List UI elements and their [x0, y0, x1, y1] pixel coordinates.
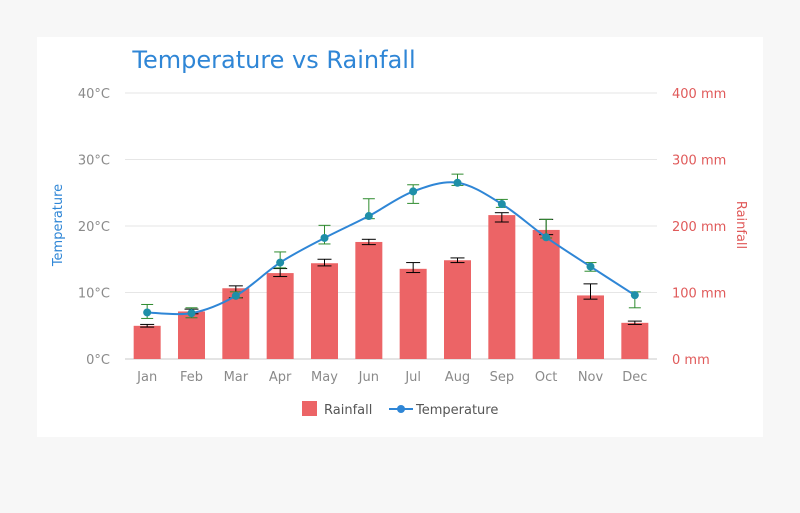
grid-lines: [125, 92, 657, 360]
rainfall-bar: [311, 263, 338, 359]
rainfall-bar: [399, 268, 427, 359]
category-label: Nov: [578, 370, 604, 385]
temperature-point: [320, 233, 329, 242]
category-label: May: [311, 370, 338, 385]
temperature-point: [231, 291, 240, 300]
temperature-point: [143, 308, 152, 317]
category-label: Apr: [269, 370, 292, 385]
rainfall-bar: [133, 325, 161, 359]
temperature-point: [586, 262, 595, 271]
rainfall-bar: [577, 295, 604, 359]
rainfall-bar: [488, 215, 516, 359]
category-label: Jan: [136, 370, 157, 385]
rainfall-bar: [532, 229, 560, 359]
rainfall-bars: [133, 215, 649, 359]
category-label: Jun: [358, 370, 379, 385]
category-label: Mar: [224, 370, 249, 385]
temperature-point: [276, 258, 285, 267]
rainfall-bar: [266, 273, 294, 359]
legend-item-rainfall[interactable]: Rainfall: [302, 401, 372, 418]
legend-rainfall-label: Rainfall: [324, 403, 372, 418]
temperature-points: [143, 178, 639, 318]
chart-svg: Temperature vs Rainfall 0°C 10°C 20°C 30°C 4…: [51, 46, 748, 418]
left-axis: 0°C 10°C 20°C 30°C 40°C: [78, 87, 110, 368]
rainfall-bar: [355, 241, 383, 359]
category-label: Oct: [535, 370, 557, 385]
category-label: Sep: [490, 370, 515, 385]
legend-temperature-marker: [397, 405, 405, 413]
temperature-point: [542, 233, 551, 242]
temperature-point: [630, 291, 639, 300]
temperature-point: [497, 200, 506, 209]
category-label: Feb: [180, 370, 203, 385]
category-label: Jul: [404, 370, 421, 385]
temperature-error-bars: [141, 173, 641, 319]
category-label: Dec: [622, 370, 647, 385]
right-tick-label: 0 mm: [672, 353, 710, 368]
legend-temperature-label: Temperature: [415, 403, 498, 418]
rainfall-bar: [178, 311, 205, 359]
left-axis-title: Temperature: [51, 184, 66, 267]
category-label: Aug: [445, 370, 470, 385]
left-tick-label: 40°C: [78, 87, 110, 102]
right-tick-label: 200 mm: [672, 220, 726, 235]
right-tick-label: 300 mm: [672, 154, 726, 169]
left-tick-label: 20°C: [78, 220, 110, 235]
rainfall-bar: [444, 260, 471, 359]
chart-card: Temperature vs Rainfall 0°C 10°C 20°C 30°C 4…: [37, 37, 763, 437]
rainfall-error-bars: [140, 212, 642, 328]
legend: Rainfall Temperature: [302, 401, 498, 418]
left-tick-label: 0°C: [86, 353, 110, 368]
rainfall-bar: [621, 322, 649, 359]
category-labels: Jan Feb Mar Apr May Jun Jul Aug Sep Oct Nov Dec: [136, 370, 647, 385]
chart-title: Temperature vs Rainfall: [131, 46, 415, 74]
left-tick-label: 10°C: [78, 287, 110, 302]
temperature-point: [364, 212, 373, 221]
right-axis: 0 mm 100 mm 200 mm 300 mm 400 mm: [672, 87, 726, 368]
temperature-line: [147, 181, 636, 316]
left-tick-label: 30°C: [78, 154, 110, 169]
temperature-point: [453, 178, 462, 187]
right-axis-title: Rainfall: [733, 201, 748, 249]
temperature-point: [187, 309, 196, 318]
right-tick-label: 400 mm: [672, 87, 726, 102]
legend-rainfall-swatch: [302, 401, 317, 416]
temperature-point: [409, 187, 418, 196]
legend-item-temperature[interactable]: Temperature: [389, 403, 498, 418]
right-tick-label: 100 mm: [672, 287, 726, 302]
